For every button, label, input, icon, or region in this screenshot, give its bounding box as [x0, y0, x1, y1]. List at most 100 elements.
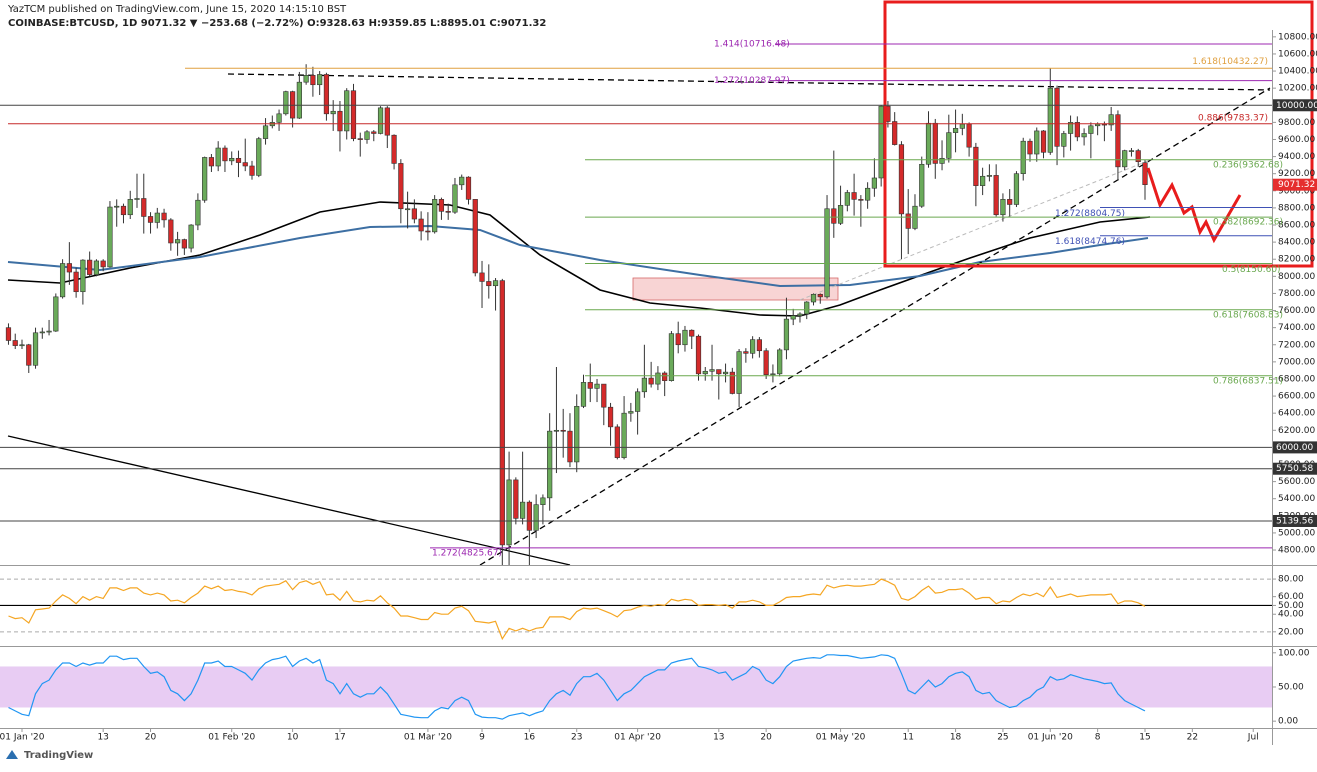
- x-tick-label: 10: [287, 733, 299, 743]
- y-tick-label: 10400.00: [1278, 67, 1317, 77]
- y-tick-label: 7400.00: [1278, 323, 1315, 333]
- fib-label: 1.272(4825.67): [432, 548, 502, 558]
- candle-body: [1034, 130, 1040, 155]
- candle-body: [499, 280, 505, 546]
- candle-body: [310, 75, 316, 86]
- stoch-band: [0, 666, 1272, 708]
- fib-label: 1.618(8474.76): [1055, 237, 1125, 247]
- fib-label: 1.414(10716.48): [714, 39, 790, 49]
- candle-body: [195, 199, 201, 226]
- candle-body: [533, 504, 539, 531]
- candle-body: [655, 372, 661, 385]
- candle-body: [993, 175, 999, 216]
- candle-body: [229, 157, 235, 162]
- candle-body: [574, 406, 580, 463]
- candle-body: [601, 383, 607, 408]
- candle-body: [344, 90, 350, 132]
- price-label-box: [1273, 462, 1317, 475]
- x-tick-label: 01 Jan '20: [0, 733, 45, 743]
- y-tick-label: 7200.00: [1278, 340, 1315, 350]
- candle-body: [73, 271, 79, 293]
- candle-body: [80, 259, 86, 293]
- candle-body: [709, 369, 715, 372]
- candle-body: [580, 382, 587, 407]
- x-tick-label: 13: [97, 733, 108, 743]
- candle-body: [1007, 199, 1013, 205]
- x-tick-label: 01 Apr '20: [614, 733, 661, 743]
- candle-body: [432, 199, 438, 233]
- price-label-box: [1273, 99, 1317, 112]
- fib-label: 1.618(10432.27): [1192, 57, 1268, 67]
- candle-body: [756, 339, 762, 352]
- candle-body: [547, 430, 553, 499]
- candle-body: [1081, 133, 1087, 138]
- candle-body: [161, 212, 167, 221]
- candle-body: [32, 332, 39, 366]
- moving-average-200: [7, 224, 1149, 288]
- y-tick-label: 9400.00: [1278, 152, 1315, 162]
- candle-body: [154, 212, 160, 223]
- candle-body: [614, 426, 620, 458]
- candle-body: [844, 192, 850, 206]
- x-tick-label: Jul: [1247, 733, 1259, 743]
- candle-body: [763, 350, 769, 375]
- candle-body: [966, 123, 972, 148]
- candle-body: [465, 176, 472, 200]
- candle-body: [641, 377, 647, 393]
- x-tick-label: 20: [760, 733, 772, 743]
- y-tick-label: 7800.00: [1278, 289, 1315, 299]
- candle-body: [134, 198, 140, 200]
- y-tick-label: 80.00: [1278, 575, 1304, 585]
- candle-body: [87, 259, 93, 275]
- candle-body: [330, 110, 336, 115]
- chart-title: YazTCM published on TradingView.com, Jun…: [7, 4, 347, 15]
- candle-body: [1088, 125, 1094, 134]
- candle-body: [147, 216, 154, 223]
- candle-body: [716, 369, 722, 375]
- candle-body: [486, 281, 492, 287]
- candle-body: [100, 260, 106, 268]
- y-tick-label: 0.00: [1278, 717, 1298, 727]
- price-label: 5750.58: [1276, 464, 1313, 474]
- y-tick-label: 10200.00: [1278, 84, 1317, 94]
- candle-body: [980, 175, 986, 186]
- candle-body: [675, 333, 681, 346]
- y-tick-label: 6800.00: [1278, 374, 1315, 384]
- candle-body: [46, 330, 52, 333]
- candle-body: [445, 211, 451, 213]
- y-tick-label: 50.00: [1278, 601, 1304, 611]
- x-tick-label: 01 May '20: [816, 733, 866, 743]
- candle-body: [1128, 150, 1135, 152]
- last-price-label: 9071.32: [1278, 180, 1315, 190]
- candle-body: [1108, 114, 1114, 126]
- y-tick-label: 7000.00: [1278, 357, 1315, 367]
- candle-body: [506, 479, 512, 546]
- candle-body: [377, 107, 384, 134]
- y-tick-label: 6200.00: [1278, 426, 1315, 436]
- candle-body: [1027, 140, 1033, 155]
- x-tick-label: 22: [1187, 733, 1198, 743]
- price-label: 5139.56: [1276, 516, 1313, 526]
- candle-body: [837, 205, 844, 224]
- candle-body: [107, 206, 113, 268]
- candle-body: [181, 239, 187, 249]
- last-price-box: [1273, 178, 1317, 191]
- price-label-box: [1273, 441, 1317, 454]
- x-tick-label: 17: [334, 733, 345, 743]
- candle-body: [1135, 150, 1141, 163]
- candle-body: [865, 187, 871, 201]
- y-tick-label: 9200.00: [1278, 169, 1315, 179]
- candle-body: [114, 205, 120, 208]
- y-tick-label: 8600.00: [1278, 221, 1315, 231]
- candle-body: [824, 208, 830, 298]
- candle-body: [283, 91, 289, 115]
- candle-body: [567, 430, 573, 463]
- candle-body: [1013, 173, 1020, 205]
- candle-body: [418, 218, 424, 232]
- candle-body: [1067, 122, 1074, 134]
- candle-body: [1142, 162, 1148, 185]
- x-tick-label: 23: [571, 733, 582, 743]
- candle-body: [1122, 150, 1128, 168]
- candle-body: [513, 479, 519, 519]
- y-tick-label: 40.00: [1278, 610, 1304, 620]
